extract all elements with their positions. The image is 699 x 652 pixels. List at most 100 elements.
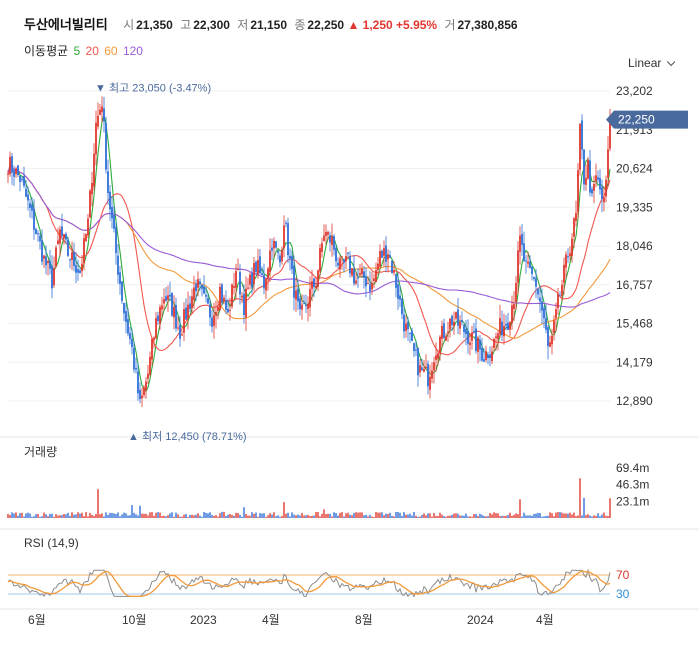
candle-body [511,305,513,324]
candle-body [577,170,579,213]
scale-dropdown[interactable]: Linear [628,56,672,70]
volume-bar [583,497,585,518]
candle-body [139,390,141,400]
candle-body [211,317,213,327]
volume-bar [277,515,279,518]
volume-bar [575,516,577,518]
volume-bar [357,512,359,518]
rsi-panel-label: RSI (14,9) [24,536,79,550]
candle-body [71,252,73,261]
candle-body [339,258,341,270]
candle-body [255,261,257,272]
candle-body [523,243,525,261]
volume-bar [107,514,109,518]
candle-body [415,349,417,351]
candle-body [151,338,153,360]
volume-bar [173,516,175,518]
candle-body [195,283,197,292]
candle-body [527,261,529,264]
candle-body [509,321,511,330]
candle-body [309,289,311,308]
candle-body [125,311,127,322]
volume-bar [451,514,453,518]
candle-body [417,347,419,376]
volume-tick-label: 46.3m [616,478,649,492]
candle-body [449,318,451,330]
volume-bar [11,512,13,518]
candle-body [463,325,465,333]
volume-bar [105,512,107,518]
volume-bar [413,511,415,518]
close-value: 22,250 [307,18,345,32]
candle-body [547,327,549,347]
volume-bar [415,515,417,518]
candle-body [497,333,499,339]
candle-body [93,153,95,187]
volume-bar [227,514,229,518]
volume-bar [397,511,399,518]
volume-bar [587,514,589,518]
volume-bar [433,512,435,518]
candle-body [439,336,441,353]
volume-bar [407,514,409,518]
volume-bar [45,514,47,518]
candle-body [427,363,429,387]
volume-bar [337,515,339,518]
volume-bar [145,513,147,518]
candle-body [325,232,327,236]
volume-bar [263,513,265,518]
volume-bar [303,515,305,518]
volume-bar [565,513,567,518]
candle-body [481,347,483,361]
candle-body [183,309,185,333]
volume-bar [477,516,479,518]
volume-bar [185,513,187,518]
candle-body [45,256,47,266]
candle-body [203,286,205,294]
ma-legend[interactable]: 이동평균 5 20 60 120 [24,42,145,59]
volume-bar [83,516,85,518]
candle-body [273,240,275,249]
candle-body [419,365,421,373]
volume-bar [85,512,87,518]
volume-bar [87,516,89,518]
volume-bar [139,505,141,518]
candle-body [541,301,543,311]
candle-body [9,156,11,175]
candle-body [97,115,99,127]
candle-body [123,303,125,314]
candle-body [307,303,309,309]
candle-body [591,188,593,194]
volume-bar [149,512,151,518]
candle-body [181,334,183,336]
volume-bar [551,513,553,518]
candle-body [505,324,507,326]
volume-bar [171,512,173,518]
candle-body [297,288,299,302]
volume-bar [257,516,259,518]
volume-bar [319,516,321,518]
candle-body [175,305,177,329]
ma60-label: 60 [104,44,118,58]
candle-body [323,235,325,241]
candle-body [347,252,349,254]
volume-bar [25,513,27,518]
candle-body [263,274,265,289]
candle-body [147,373,149,379]
stock-name: 두산에너빌리티 [24,17,108,32]
candle-body [215,311,217,316]
candle-body [177,327,179,329]
x-tick-label: 2023 [190,613,217,627]
volume-bar [249,515,251,518]
candle-body [85,234,87,242]
candle-body [349,256,351,274]
volume-bar [443,516,445,518]
volume-bar [225,515,227,518]
volume-tick-label: 23.1m [616,494,649,508]
candle-body [221,284,223,302]
volume-bar [31,516,33,518]
volume-bar [519,499,521,518]
volume-bar [59,515,61,518]
volume-value: 27,380,856 [457,18,518,32]
